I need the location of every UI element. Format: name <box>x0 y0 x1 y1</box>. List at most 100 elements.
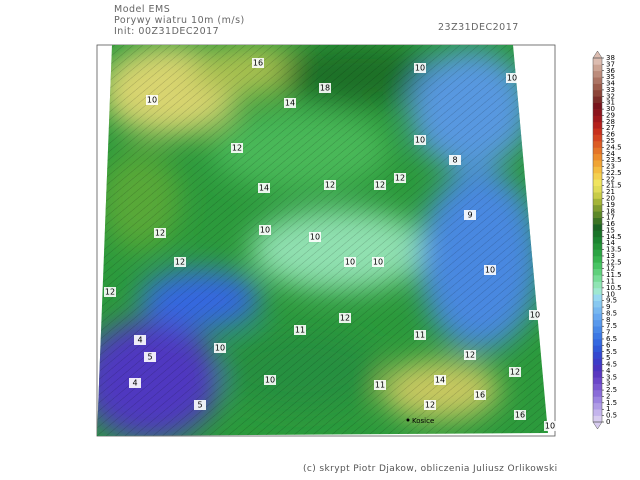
contour-label: 10 <box>265 376 275 385</box>
map-field <box>97 45 548 436</box>
colorbar-label: 25 <box>606 137 615 145</box>
contour-label: 14 <box>435 376 445 385</box>
colorbar-bin <box>593 370 602 378</box>
colorbar-bin <box>593 64 602 72</box>
colorbar-bin <box>593 217 602 225</box>
colorbar-label: 12.5 <box>606 258 622 266</box>
colorbar-label: 22.5 <box>606 169 622 177</box>
colorbar-label: 19 <box>606 201 615 209</box>
colorbar-bin <box>593 294 602 301</box>
colorbar-bin <box>593 255 602 263</box>
colorbar-label: 0 <box>606 418 610 426</box>
colorbar-label: 14 <box>606 239 615 247</box>
contour-label: 16 <box>253 59 263 68</box>
colorbar-bin <box>593 179 602 187</box>
colorbar-label: 30 <box>606 105 615 113</box>
colorbar-label: 6.5 <box>606 335 617 343</box>
label-box <box>146 95 158 105</box>
contour-label: 10 <box>373 258 383 267</box>
colorbar-label: 2.5 <box>606 386 617 394</box>
label-box <box>174 257 186 267</box>
colorbar-bin <box>593 313 602 321</box>
colorbar-label: 24 <box>606 150 615 158</box>
colorbar-bin <box>593 230 602 238</box>
colorbar-label: 2 <box>606 392 610 400</box>
colorbar-label: 28 <box>606 118 615 126</box>
colorbar-label: 1 <box>606 405 610 413</box>
contour-label: 10 <box>507 74 517 83</box>
colorbar-bin <box>593 326 602 333</box>
contour-label: 12 <box>510 368 520 377</box>
colorbar-label: 20 <box>606 194 615 202</box>
label-box <box>424 400 436 410</box>
city-dot <box>406 418 410 422</box>
contour-label: 8 <box>452 156 457 165</box>
label-box <box>319 83 331 93</box>
contour-label: 4 <box>132 379 137 388</box>
colorbar-bin <box>593 192 602 199</box>
label-box <box>484 265 496 275</box>
colorbar-bin <box>593 345 602 353</box>
colorbar-label: 16 <box>606 220 615 228</box>
colorbar-bin <box>593 332 602 340</box>
model-name: Model EMS <box>114 4 170 15</box>
colorbar-label: 21 <box>606 188 615 196</box>
colorbar-label: 4 <box>606 367 611 375</box>
colorbar-label: 5.5 <box>606 348 617 356</box>
colorbar-bin <box>593 300 602 308</box>
contour-label: 9 <box>467 211 472 220</box>
colorbar-bin <box>593 115 602 123</box>
colorbar-bin <box>593 166 602 174</box>
colorbar-label: 11.5 <box>606 271 622 279</box>
colorbar-bin <box>593 70 602 78</box>
label-box <box>434 375 446 385</box>
valid-time: 23Z31DEC2017 <box>438 22 519 33</box>
colorbar-label: 4.5 <box>606 361 617 369</box>
colorbar-label: 32 <box>606 92 615 100</box>
colorbar-label: 38 <box>606 54 615 62</box>
colorbar-label: 8.5 <box>606 309 617 317</box>
colorbar-bin <box>593 415 602 423</box>
colorbar-bin <box>593 204 602 212</box>
colorbar-bin <box>593 390 602 397</box>
colorbar-label: 31 <box>606 99 615 107</box>
colorbar-bin <box>593 58 602 65</box>
contour-label: 16 <box>515 411 525 420</box>
colorbar-label: 34 <box>606 80 615 88</box>
contour-label: 12 <box>425 401 435 410</box>
colorbar-label: 9.5 <box>606 297 617 305</box>
colorbar-label: 12 <box>606 265 615 273</box>
colorbar-cap <box>592 421 603 430</box>
contour-label: 10 <box>545 422 555 431</box>
colorbar-label: 5 <box>606 354 610 362</box>
contour-label: 16 <box>475 391 485 400</box>
contour-label: 10 <box>147 96 157 105</box>
colorbar-bin <box>593 141 602 148</box>
colorbar-label: 22 <box>606 175 615 183</box>
contour-label: 10 <box>415 64 425 73</box>
colorbar-label: 6 <box>606 341 611 349</box>
contour-label: 12 <box>232 144 242 153</box>
label-box <box>474 390 486 400</box>
colorbar-label: 10.5 <box>606 284 622 292</box>
contour-label: 12 <box>325 181 335 190</box>
label-box <box>259 225 271 235</box>
colorbar-bin <box>593 224 602 231</box>
init-time: Init: 00Z31DEC2017 <box>114 26 219 37</box>
label-box <box>372 257 384 267</box>
label-box <box>529 310 541 320</box>
contour-label: 10 <box>310 233 320 242</box>
colorbar-bin <box>593 243 602 250</box>
contour-label: 10 <box>485 266 495 275</box>
colorbar-bin <box>593 287 602 295</box>
label-box <box>514 410 526 420</box>
label-box <box>154 228 166 238</box>
colorbar-label: 35 <box>606 73 615 81</box>
label-box <box>284 98 296 108</box>
label-box <box>464 210 476 220</box>
colorbar-bin <box>593 89 602 97</box>
colorbar-label: 21.5 <box>606 182 622 190</box>
contour-label: 5 <box>147 353 152 362</box>
colorbar-bin <box>593 121 602 129</box>
